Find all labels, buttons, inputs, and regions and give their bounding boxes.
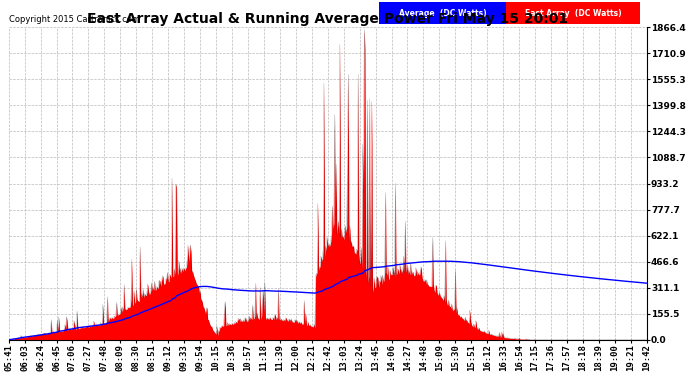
Title: East Array Actual & Running Average Power Fri May 15 20:01: East Array Actual & Running Average Powe… — [87, 12, 569, 26]
Text: East Array  (DC Watts): East Array (DC Watts) — [525, 9, 622, 18]
FancyBboxPatch shape — [379, 2, 506, 24]
FancyBboxPatch shape — [506, 2, 640, 24]
Text: Average  (DC Watts): Average (DC Watts) — [399, 9, 486, 18]
Text: Copyright 2015 Cartronics.com: Copyright 2015 Cartronics.com — [9, 15, 140, 24]
